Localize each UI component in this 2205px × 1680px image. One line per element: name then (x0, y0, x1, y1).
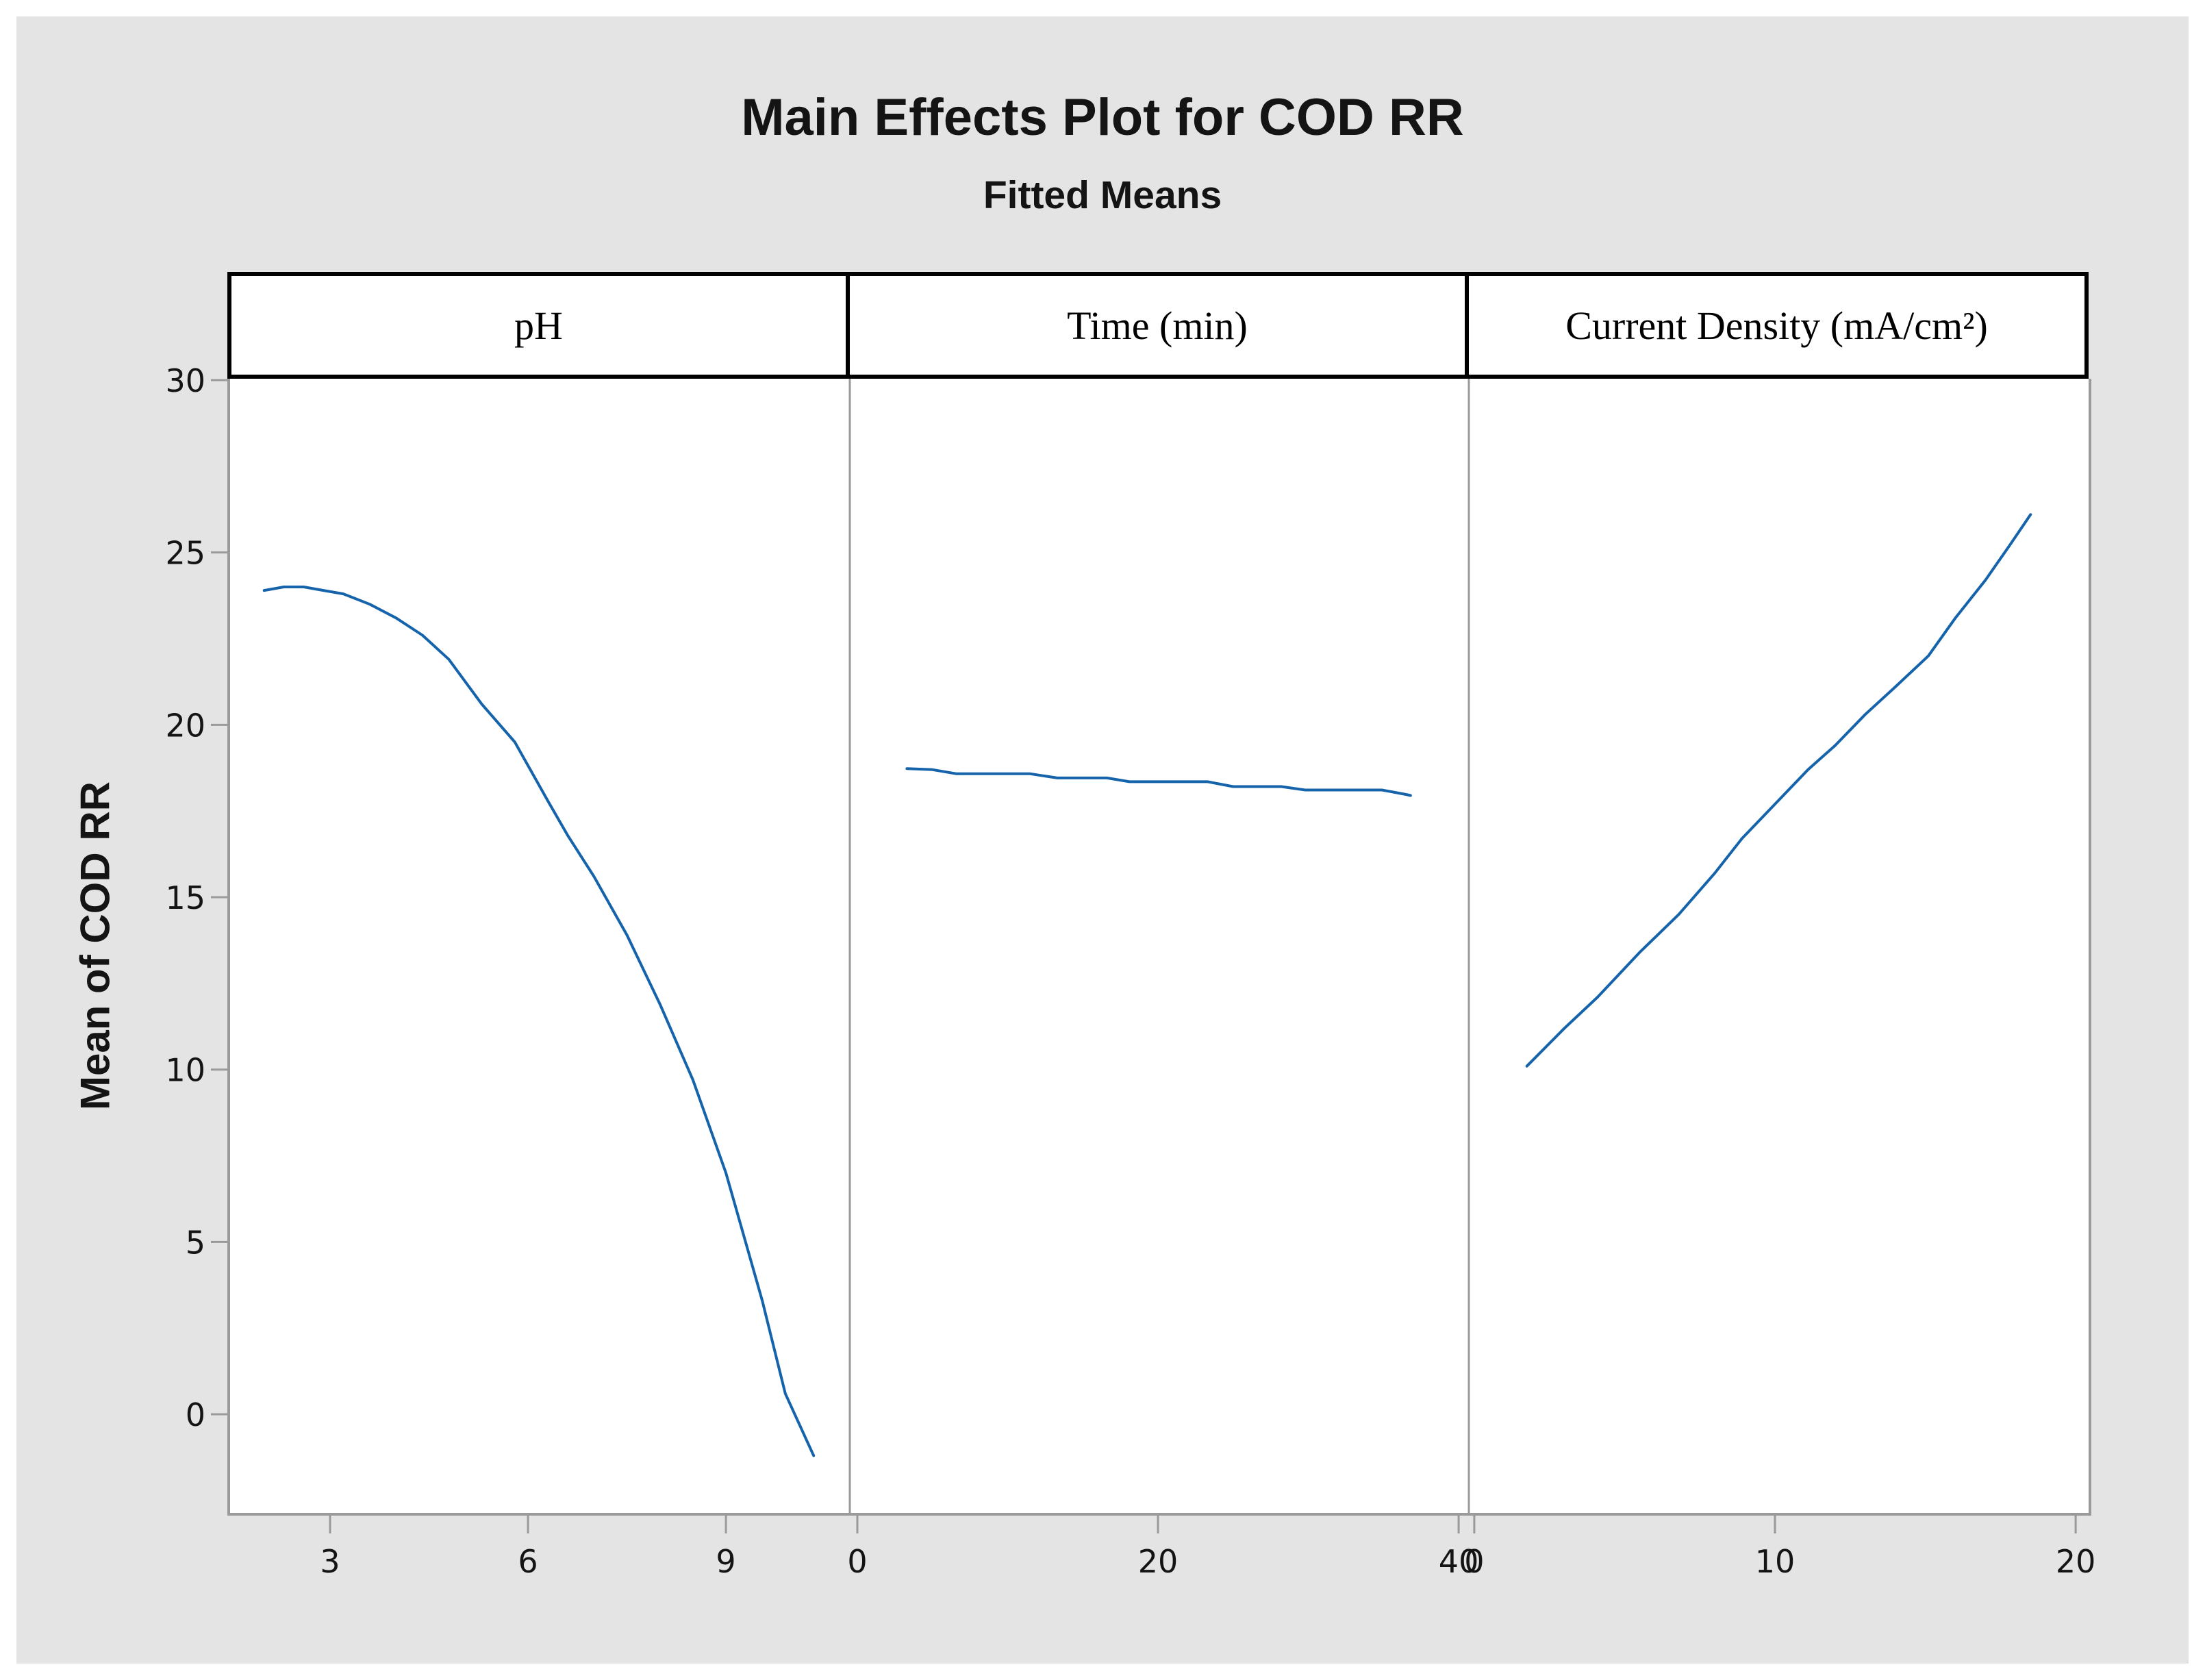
x-tick-label: 10 (1755, 1543, 1796, 1580)
x-tick-label: 6 (518, 1543, 538, 1580)
y-tick-label: 15 (165, 879, 205, 916)
series-line (1525, 513, 2032, 1068)
y-tick-label: 30 (165, 362, 205, 399)
panel-header-time: Time (min) (846, 272, 1469, 379)
chart-title: Main Effects Plot for COD RR (741, 88, 1464, 147)
x-tick-label: 3 (320, 1543, 340, 1580)
y-tick-label: 5 (186, 1224, 205, 1261)
chart-subtitle: Fitted Means (983, 173, 1222, 217)
x-tick-label: 0 (847, 1543, 867, 1580)
series-line (905, 767, 1412, 797)
x-tick-label: 40 (1439, 1543, 1479, 1580)
panel-header-time-label: Time (min) (1067, 303, 1248, 348)
y-tick-label: 0 (186, 1396, 205, 1433)
panel-header-current-density-label: Current Density (mA/cm²) (1565, 303, 1988, 348)
y-tick-label: 20 (165, 707, 205, 744)
x-tick-label: 20 (1138, 1543, 1179, 1580)
panel-header-current-density: Current Density (mA/cm²) (1465, 272, 2089, 379)
y-tick-label: 25 (165, 535, 205, 572)
x-tick-label: 0 (1464, 1543, 1484, 1580)
x-tick-label: 9 (716, 1543, 735, 1580)
panel-header-ph-label: pH (514, 303, 563, 348)
plot-background (227, 379, 2089, 1513)
y-tick-label: 10 (165, 1052, 205, 1089)
x-tick-label: 20 (2056, 1543, 2096, 1580)
series-line (262, 586, 816, 1457)
x-axis-line (227, 1513, 2091, 1516)
y-axis-line (227, 379, 230, 1516)
plot-right-border (2089, 379, 2091, 1516)
